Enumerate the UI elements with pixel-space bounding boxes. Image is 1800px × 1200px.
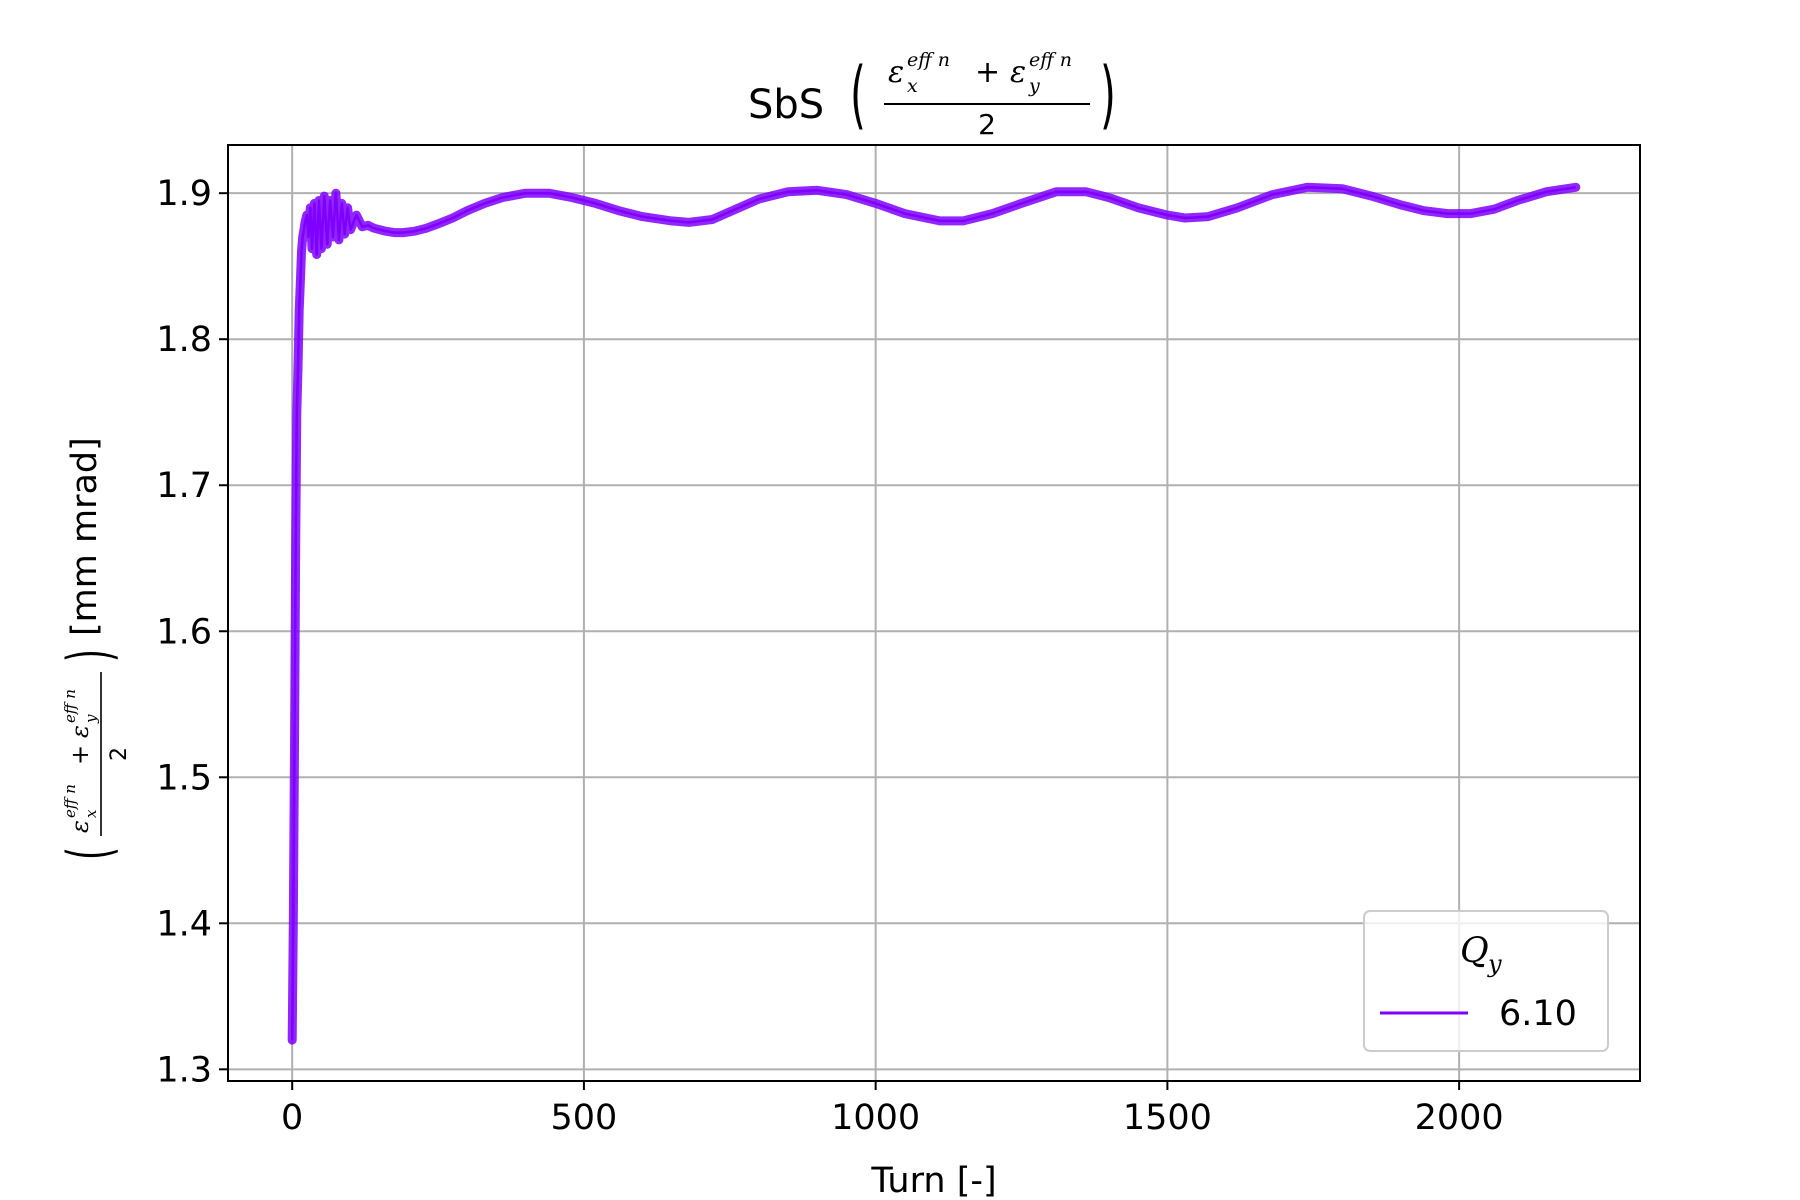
title-left-paren: ( (850, 53, 866, 139)
ylabel-epsilon-y: ε (66, 725, 94, 738)
x-tick-label: 1000 (831, 1098, 920, 1138)
title-right-paren: ) (1100, 53, 1116, 139)
plot-frame (227, 144, 1641, 1082)
y-tick-label: 1.9 (156, 174, 212, 214)
title-plus: + (975, 55, 1000, 90)
ylabel-units: [mm mrad] (65, 437, 105, 636)
series-lines (287, 182, 1581, 1045)
title-epsilon-y-sub: y (1028, 75, 1040, 97)
title-epsilon-x-sup: eff n (907, 49, 950, 71)
series-line-6-10 (290, 186, 1576, 1041)
title-denominator: 2 (978, 108, 996, 141)
ylabel-denominator: 2 (107, 747, 132, 761)
legend-title-sub: y (1487, 950, 1502, 978)
y-tick-label: 1.7 (156, 466, 212, 506)
title-epsilon-x-sub: x (907, 75, 918, 97)
x-axis-ticks: 0 500 1000 1500 2000 (281, 1081, 1504, 1138)
y-axis-ticks: 1.3 1.4 1.5 1.6 1.7 1.8 1.9 (156, 174, 228, 1090)
legend-label-6-10: 6.10 (1499, 994, 1577, 1034)
title-epsilon-y: ε (1010, 55, 1026, 90)
legend: Q y 6.10 (1363, 910, 1609, 1052)
y-tick-label: 1.3 (156, 1050, 212, 1090)
y-tick-label: 1.4 (156, 904, 212, 944)
ylabel-epsilon-x: ε (66, 820, 94, 833)
chart-title: SbS ( ε x eff n + ε y eff n 2 ) (748, 49, 1116, 141)
legend-title-q: Q (1460, 931, 1489, 971)
ylabel-epsilon-x-sub: x (82, 809, 100, 818)
title-epsilon-x: ε (888, 55, 904, 90)
grid-lines (228, 145, 1640, 1081)
x-tick-label: 500 (551, 1098, 618, 1138)
ylabel-epsilon-y-sub: y (82, 714, 100, 724)
y-tick-label: 1.8 (156, 320, 212, 360)
x-tick-label: 1500 (1123, 1098, 1212, 1138)
title-prefix: SbS (748, 82, 824, 128)
ylabel-left-paren: ( (55, 847, 124, 860)
x-axis-label: Turn [-] (870, 1161, 996, 1200)
y-tick-label: 1.6 (156, 612, 212, 652)
ylabel-right-paren: ) (55, 649, 124, 662)
legend-box (1363, 910, 1609, 1052)
x-tick-label: 0 (281, 1098, 303, 1138)
ylabel-plus: + (66, 745, 94, 765)
x-tick-label: 2000 (1415, 1098, 1504, 1138)
y-axis-label: ( ε x eff n + ε y eff n 2 ) [mm mrad] (55, 437, 132, 860)
title-epsilon-y-sup: eff n (1029, 49, 1072, 71)
y-tick-label: 1.5 (156, 758, 212, 798)
ylabel-epsilon-x-sup: eff n (61, 784, 79, 818)
ylabel-epsilon-y-sup: eff n (61, 689, 79, 723)
